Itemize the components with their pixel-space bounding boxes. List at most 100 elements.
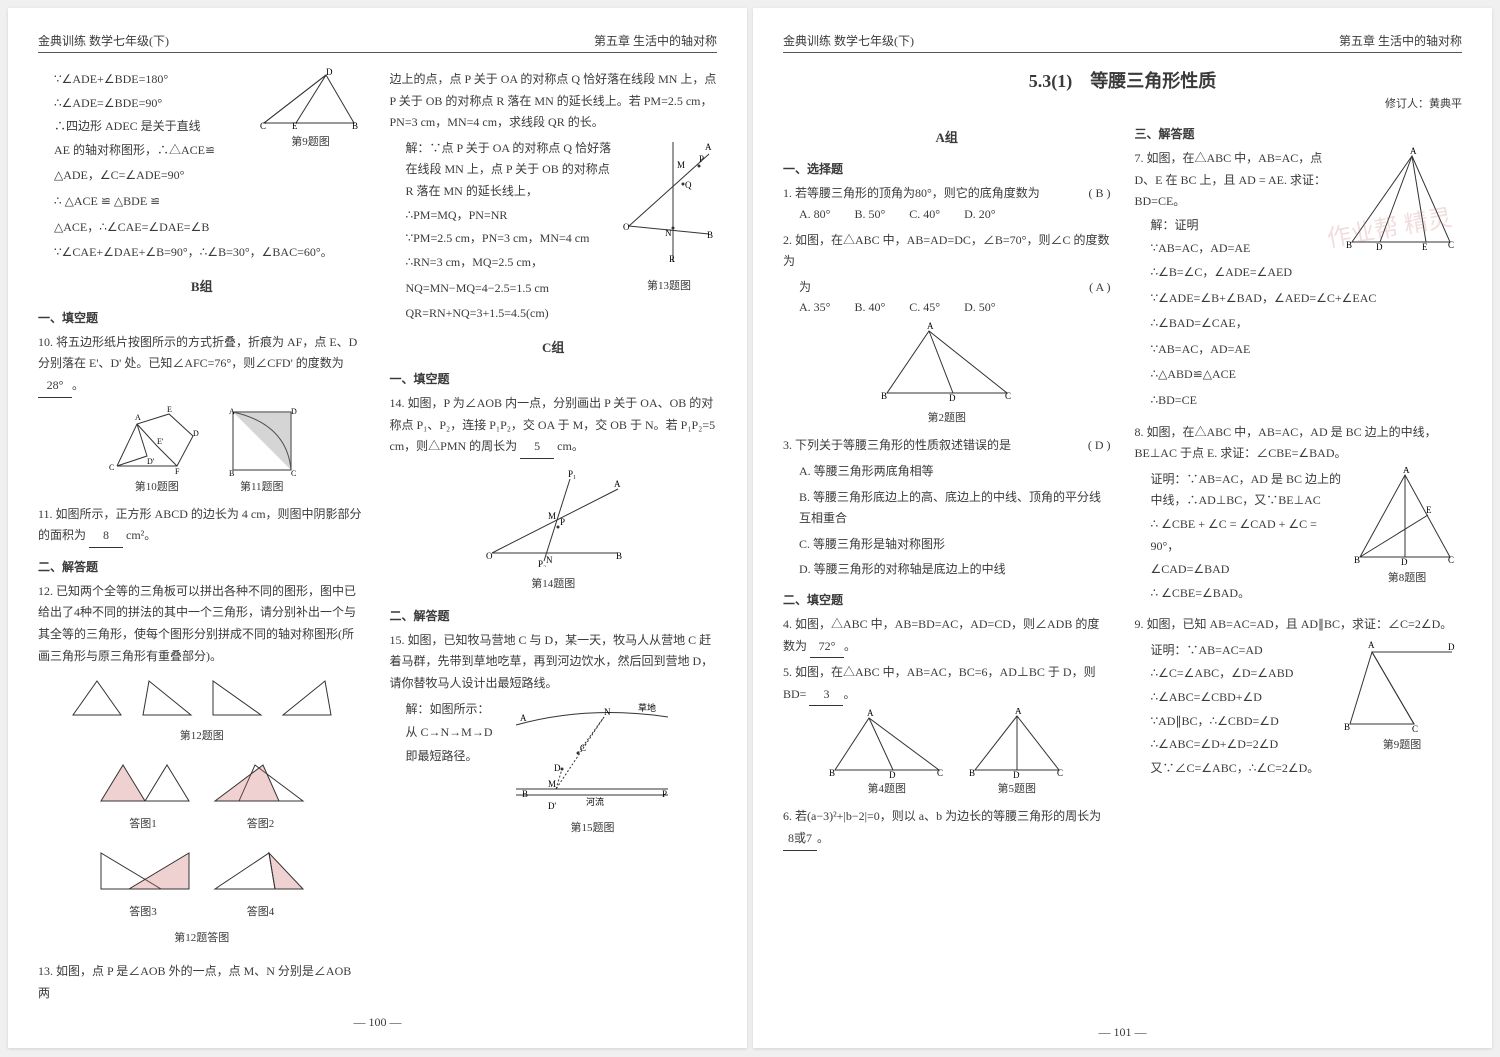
editor-name: 修订人：黄典平 <box>783 95 1462 111</box>
fig-13: A P M Q O N B R <box>621 136 713 266</box>
q8-text: 8. 如图，在△ABC 中，AB=AC，AD 是 BC 边上的中线，BE⊥AC … <box>1135 422 1463 465</box>
svg-text:D: D <box>326 67 333 77</box>
proof-line: ∵∠ADE=∠B+∠BAD，∠AED=∠C+∠EAC <box>1151 288 1463 310</box>
proof-line: ∴ △ACE ≌ △BDE ≌ <box>54 191 366 213</box>
svg-text:B: B <box>522 789 528 799</box>
svg-text:N: N <box>665 228 672 238</box>
solve-head: 二、解答题 <box>38 558 366 575</box>
svg-text:A: A <box>614 479 621 489</box>
solve-head: 二、解答题 <box>390 607 718 624</box>
svg-text:A: A <box>1410 146 1417 156</box>
svg-text:M: M <box>548 779 556 789</box>
svg-text:E: E <box>1422 242 1428 252</box>
proof-line: ∴PM=MQ，PN=NR <box>406 205 616 227</box>
q14-answer: 5 <box>520 436 554 459</box>
group-a-label: A组 <box>783 127 1111 146</box>
fig-caption: 第14题图 <box>390 575 718 591</box>
svg-text:B: B <box>969 768 975 778</box>
q3-answer: ( D ) <box>1088 435 1111 457</box>
q1-text: 1. 若等腰三角形的顶角为80°，则它的底角度数为 ( B ) <box>783 183 1111 205</box>
svg-text:B: B <box>616 551 622 561</box>
fig-10: A E D C F D' E' <box>107 406 207 476</box>
proof-line: 即最短路径。 <box>406 746 500 768</box>
svg-text:N: N <box>604 707 611 717</box>
proof-line: △ACE，∴∠CAE=∠DAE=∠B <box>54 217 366 239</box>
svg-text:A: A <box>867 708 874 718</box>
svg-text:B: B <box>707 230 713 240</box>
q12-figures <box>38 675 366 719</box>
header-right: 第五章 生活中的轴对称 <box>1339 32 1462 49</box>
proof-line: △ADE，∠C=∠ADE=90° <box>54 165 366 187</box>
svg-text:A: A <box>705 142 712 152</box>
svg-text:C: C <box>1448 555 1454 565</box>
fig-14: P₁ A P M O N P₂ B <box>478 467 628 567</box>
svg-text:B: B <box>829 768 835 778</box>
proof-line: 证明：∵AB=AC=AD <box>1151 640 1337 662</box>
svg-text:E: E <box>292 121 298 131</box>
fig-9r: A D B C <box>1342 638 1458 734</box>
fig-caption: 第8题图 <box>1352 569 1462 585</box>
proof-line: ∴BD=CE <box>1151 390 1463 412</box>
q12-text: 12. 已知两个全等的三角板可以拼出各种不同的图形，图中已给出了4种不同的拼法的… <box>38 581 366 667</box>
page-101: 金典训练 数学七年级(下) 第五章 生活中的轴对称 5.3(1) 等腰三角形性质… <box>753 8 1492 1048</box>
svg-text:B: B <box>881 391 887 401</box>
solve-head: 三、解答题 <box>1135 125 1463 142</box>
svg-text:A: A <box>229 407 235 416</box>
group-b-label: B组 <box>38 276 366 295</box>
page-100: 金典训练 数学七年级(下) 第五章 生活中的轴对称 ∵∠ADE+∠BDE=180… <box>8 8 747 1048</box>
q6-text: 6. 若(a−3)²+|b−2|=0，则以 a、b 为边长的等腰三角形的周长为 … <box>783 806 1111 850</box>
fig-caption: 第10题图 <box>107 478 207 494</box>
svg-text:B: B <box>1344 722 1350 732</box>
proof-line: ∵AB=AC，AD=AE <box>1151 339 1463 361</box>
proof-line: ∴∠ADE=∠BDE=90° <box>54 93 248 115</box>
svg-text:D: D <box>193 429 199 438</box>
svg-text:O: O <box>486 551 493 561</box>
svg-text:C: C <box>1005 391 1011 401</box>
fig-caption: 答图2 <box>247 815 275 831</box>
fig-5: AB DC <box>967 708 1067 778</box>
q6-answer: 8或7 <box>783 828 817 851</box>
section-title: 5.3(1) 等腰三角形性质 <box>783 67 1462 93</box>
header-left: 金典训练 数学七年级(下) <box>38 32 169 49</box>
fig-caption: 第15题图 <box>508 819 678 835</box>
q10-text: 10. 将五边形纸片按图所示的方式折叠，折痕为 AF，点 E、D 分别落在 E'… <box>38 332 366 398</box>
proof-line: 解：∵点 P 关于 OA 的对称点 Q 恰好落在线段 MN 上，点 P 关于 O… <box>406 138 616 203</box>
svg-text:M: M <box>548 511 556 521</box>
right-col2: 三、解答题 7. 如图，在△ABC 中，AB=AC，点 D、E 在 BC 上，且… <box>1135 117 1463 1017</box>
q12-answers-row2 <box>38 845 366 895</box>
q7-text: 7. 如图，在△ABC 中，AB=AC，点 D、E 在 BC 上，且 AD = … <box>1135 148 1337 213</box>
svg-text:草地: 草地 <box>638 702 656 713</box>
proof-line: ∴∠C=∠ABC，∠D=∠ABD <box>1151 663 1337 685</box>
svg-text:D: D <box>1448 642 1455 652</box>
fig-caption: 第5题图 <box>967 780 1067 796</box>
fig-9: C E B D <box>256 67 361 131</box>
svg-text:O: O <box>623 222 630 232</box>
page-header: 金典训练 数学七年级(下) 第五章 生活中的轴对称 <box>38 32 717 53</box>
svg-text:C: C <box>1412 724 1418 734</box>
q2-answer: ( A ) <box>1089 277 1110 299</box>
q2-text: 2. 如图，在△ABC 中，AB=AD=DC，∠B=70°，则∠C 的度数为 <box>783 230 1111 273</box>
svg-text:D: D <box>291 407 297 416</box>
proof-line: ∴∠B=∠C，∠ADE=∠AED <box>1151 262 1337 284</box>
q4-text: 4. 如图，△ABC 中，AB=BD=AC，AD=CD，则∠ADB 的度数为 7… <box>783 614 1111 658</box>
fig-caption: 答图1 <box>129 815 157 831</box>
proof-line: AE 的轴对称图形，∴△ACE≌ <box>54 140 248 162</box>
q1-answer: ( B ) <box>1089 183 1111 205</box>
proof-line: ∴RN=3 cm，MQ=2.5 cm， <box>406 252 616 274</box>
header-left: 金典训练 数学七年级(下) <box>783 32 914 49</box>
svg-text:D: D <box>949 393 956 401</box>
svg-text:河流: 河流 <box>586 796 604 807</box>
svg-text:M: M <box>677 160 685 170</box>
svg-text:D: D <box>1401 557 1408 567</box>
proof-line: ∴∠BAD=∠CAE， <box>1151 313 1463 335</box>
fig-caption: 第4题图 <box>827 780 947 796</box>
q10-answer: 28° <box>38 375 72 398</box>
fig-caption: 答图4 <box>247 903 275 919</box>
svg-text:C: C <box>291 469 296 476</box>
proof-line: NQ=MN−MQ=4−2.5=1.5 cm <box>406 278 622 300</box>
q11-text: 11. 如图所示，正方形 ABCD 的边长为 4 cm，则图中阴影部分的面积为 … <box>38 504 366 548</box>
q5-text: 5. 如图，在△ABC 中，AB=AC，BC=6，AD⊥BC 于 D，则 BD=… <box>783 662 1111 706</box>
proof-line: ∴ ∠CBE + ∠C = ∠CAD + ∠C = 90°， <box>1151 514 1347 557</box>
proof-line: ∴△ABD≌△ACE <box>1151 364 1463 386</box>
svg-text:E: E <box>167 406 172 414</box>
